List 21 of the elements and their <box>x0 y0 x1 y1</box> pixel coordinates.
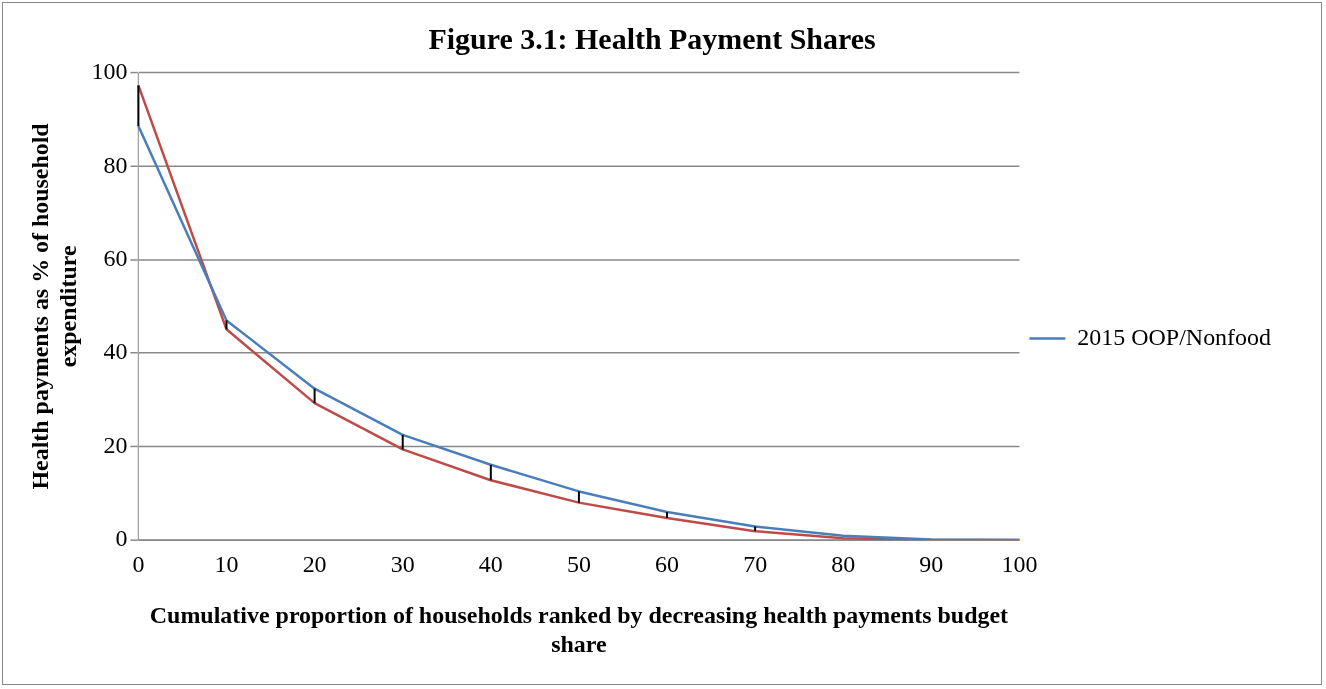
x-tick-label: 60 <box>655 550 680 577</box>
y-tick-label: 80 <box>103 151 128 178</box>
x-axis-title: Cumulative proportion of households ranked by decreasing health payments budget share <box>149 602 1009 657</box>
x-tick-label: 10 <box>214 550 239 577</box>
y-tick-label: 40 <box>103 338 128 365</box>
x-tick-label: 20 <box>302 550 327 577</box>
x-tick-label: 100 <box>1001 550 1038 577</box>
x-tick-label: 70 <box>743 550 768 577</box>
x-tick-label: 50 <box>566 550 591 577</box>
y-tick-label: 100 <box>91 58 128 85</box>
x-tick-label: 30 <box>390 550 415 577</box>
x-tick-label: 90 <box>919 550 944 577</box>
y-axis-title: Health payments as % of household expenditure <box>26 122 82 490</box>
legend-label: 2015 OOP/Nonfood <box>1077 323 1272 350</box>
x-tick-label: 40 <box>478 550 503 577</box>
chart-title: Figure 3.1: Health Payment Shares <box>428 21 876 55</box>
y-tick-label: 20 <box>103 431 128 458</box>
x-tick-label: 80 <box>831 550 856 577</box>
y-tick-label: 0 <box>115 525 128 552</box>
y-tick-label: 60 <box>103 244 128 271</box>
x-tick-label: 0 <box>132 550 145 577</box>
